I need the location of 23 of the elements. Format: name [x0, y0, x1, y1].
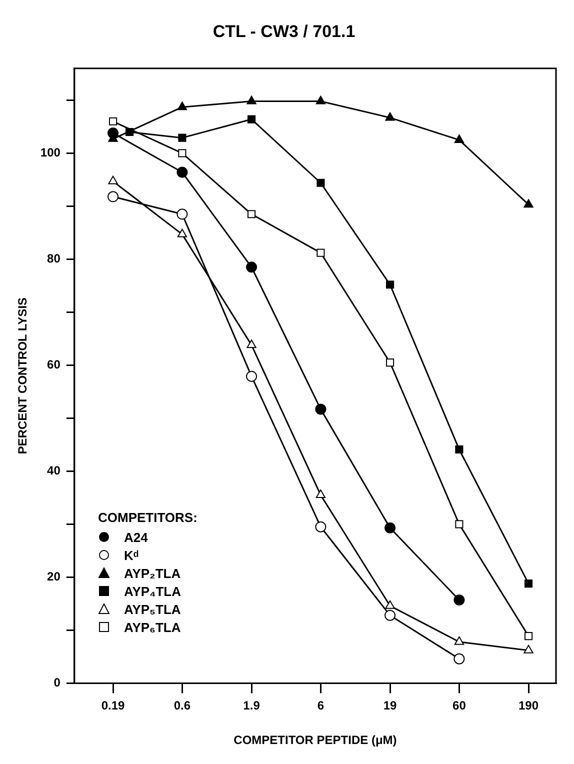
x-tick-label: 19: [383, 698, 398, 713]
legend-label: AYP₅TLA: [124, 602, 181, 616]
x-axis-title: COMPETITOR PEPTIDE (μM): [234, 733, 397, 748]
y-tick-label: 40: [47, 464, 61, 478]
legend-label: AYP₄TLA: [124, 584, 182, 598]
y-tick-label: 100: [40, 146, 61, 160]
y-axis-title: PERCENT CONTROL LYSIS: [16, 297, 30, 454]
legend-label: Kᵈ: [124, 548, 138, 562]
y-tick-label: 80: [47, 252, 61, 266]
x-tick-label: 60: [452, 698, 466, 713]
legend-title: COMPETITORS:: [98, 510, 198, 525]
x-tick-label: 0.19: [101, 698, 126, 713]
chart-title: CTL - CW3 / 701.1: [212, 22, 356, 41]
y-tick-label: 60: [47, 358, 61, 372]
legend-label: AYP₂TLA: [124, 566, 181, 580]
x-tick-label: 6: [317, 698, 324, 713]
x-tick-label: 0.6: [174, 698, 191, 713]
x-tick-label: 190: [518, 698, 539, 713]
y-tick-label: 20: [47, 570, 61, 584]
y-tick-label: 0: [54, 676, 61, 690]
legend-label: AYP₆TLA: [124, 620, 181, 634]
legend-label: A24: [124, 530, 148, 544]
x-tick-label: 1.9: [243, 698, 260, 713]
